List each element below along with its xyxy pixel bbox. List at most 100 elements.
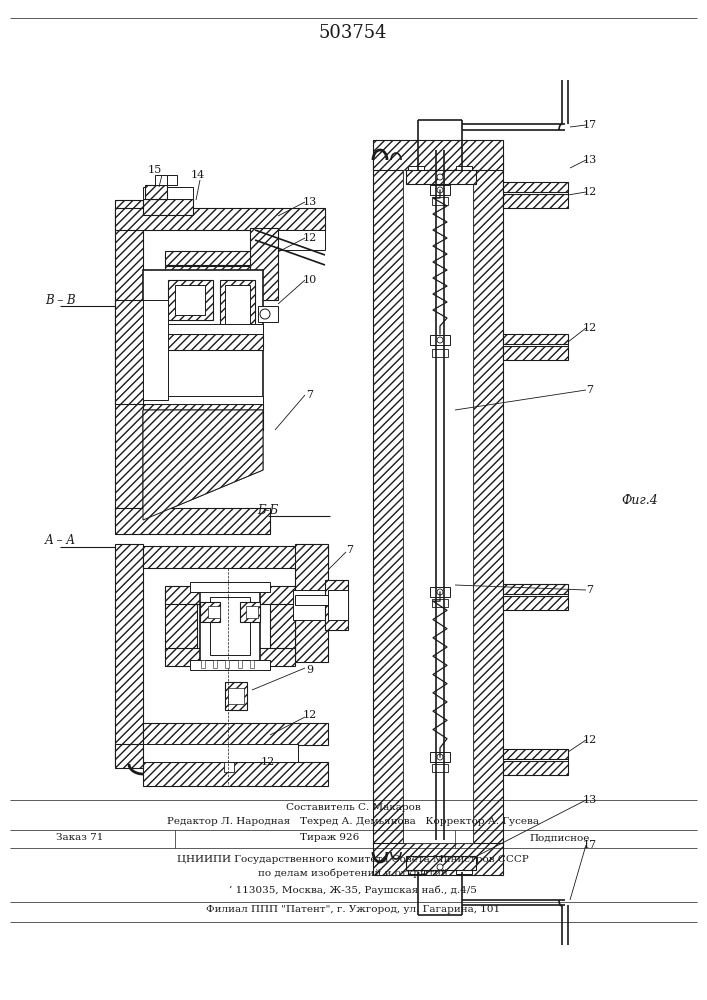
Bar: [503, 334, 568, 344]
Bar: [201, 660, 205, 668]
Bar: [115, 744, 143, 768]
Bar: [473, 155, 503, 845]
Bar: [165, 648, 295, 666]
Bar: [430, 185, 450, 195]
Bar: [165, 590, 197, 650]
Bar: [115, 300, 143, 404]
Bar: [240, 602, 260, 622]
Bar: [325, 580, 348, 630]
Bar: [250, 660, 254, 668]
Bar: [143, 270, 263, 400]
Bar: [143, 723, 328, 745]
Text: 12: 12: [583, 735, 597, 745]
Text: 12: 12: [583, 323, 597, 333]
Bar: [225, 285, 250, 330]
Text: 13: 13: [583, 795, 597, 805]
Bar: [143, 546, 328, 568]
Bar: [225, 660, 229, 668]
Bar: [373, 140, 503, 170]
Circle shape: [437, 187, 443, 193]
Bar: [270, 590, 295, 650]
Bar: [503, 584, 568, 594]
Bar: [408, 866, 424, 874]
Bar: [168, 280, 213, 320]
Circle shape: [437, 174, 443, 180]
Bar: [143, 404, 263, 430]
Bar: [175, 285, 205, 315]
Bar: [258, 306, 278, 322]
Bar: [143, 762, 328, 786]
Text: 14: 14: [191, 170, 205, 180]
Polygon shape: [143, 410, 263, 520]
Text: 7: 7: [587, 385, 593, 395]
Text: Подписное: Подписное: [530, 834, 590, 842]
Text: по делам изобретений и открытий: по делам изобретений и открытий: [258, 868, 448, 878]
Bar: [430, 587, 450, 597]
Bar: [213, 660, 217, 668]
Text: ЦНИИПИ Государственного комитета Совета Министров СССР: ЦНИИПИ Государственного комитета Совета …: [177, 856, 529, 864]
Bar: [143, 187, 193, 199]
Bar: [456, 866, 472, 874]
Bar: [293, 590, 348, 620]
Bar: [220, 280, 255, 335]
Text: 17: 17: [583, 840, 597, 850]
Circle shape: [437, 337, 443, 343]
Bar: [115, 508, 270, 534]
Bar: [432, 764, 448, 772]
Text: 13: 13: [583, 155, 597, 165]
Text: 7: 7: [307, 390, 313, 400]
Text: 13: 13: [303, 197, 317, 207]
Text: Фиг.4: Фиг.4: [621, 493, 658, 506]
Text: Редактор Л. Народная   Техред А. Демьянова   Корректор А. Гусева: Редактор Л. Народная Техред А. Демьянова…: [167, 818, 539, 826]
Bar: [255, 230, 325, 250]
Text: 9: 9: [306, 665, 314, 675]
Bar: [238, 660, 242, 668]
Bar: [210, 597, 250, 655]
Bar: [403, 170, 473, 843]
Bar: [295, 595, 328, 605]
Text: 15: 15: [148, 165, 162, 175]
Bar: [143, 199, 193, 215]
Bar: [208, 606, 220, 618]
Bar: [432, 599, 448, 607]
Bar: [115, 544, 143, 764]
Bar: [190, 660, 270, 670]
Bar: [503, 596, 568, 610]
Text: Филиал ППП "Патент", г. Ужгород, ул. Гагарина, 101: Филиал ППП "Патент", г. Ужгород, ул. Гаг…: [206, 906, 500, 914]
Bar: [503, 194, 568, 208]
Bar: [406, 170, 476, 184]
Bar: [295, 544, 328, 662]
Bar: [503, 338, 568, 346]
Circle shape: [437, 864, 443, 870]
Text: ’ 113035, Москва, Ж-35, Раушская наб., д.4/5: ’ 113035, Москва, Ж-35, Раушская наб., д…: [229, 885, 477, 895]
Bar: [200, 590, 260, 662]
Text: 12: 12: [261, 757, 275, 767]
Bar: [143, 396, 263, 404]
Text: 503754: 503754: [319, 24, 387, 42]
Bar: [115, 200, 143, 530]
Bar: [228, 688, 244, 704]
Text: Б-Б: Б-Б: [257, 504, 279, 516]
Polygon shape: [143, 410, 263, 520]
Bar: [225, 682, 247, 710]
Bar: [503, 346, 568, 360]
Bar: [430, 335, 450, 345]
Bar: [200, 602, 220, 622]
Text: 7: 7: [346, 545, 354, 555]
Bar: [406, 856, 476, 870]
Bar: [408, 166, 424, 174]
Bar: [145, 185, 167, 199]
Bar: [165, 266, 255, 280]
Circle shape: [260, 309, 270, 319]
Text: 12: 12: [583, 187, 597, 197]
Bar: [143, 324, 263, 334]
Bar: [167, 175, 177, 185]
Bar: [373, 843, 503, 875]
Text: Заказ 71: Заказ 71: [57, 834, 104, 842]
Bar: [115, 208, 325, 230]
Circle shape: [437, 754, 443, 760]
Text: 17: 17: [583, 120, 597, 130]
Bar: [503, 749, 568, 759]
Bar: [190, 582, 270, 592]
Bar: [143, 334, 263, 350]
